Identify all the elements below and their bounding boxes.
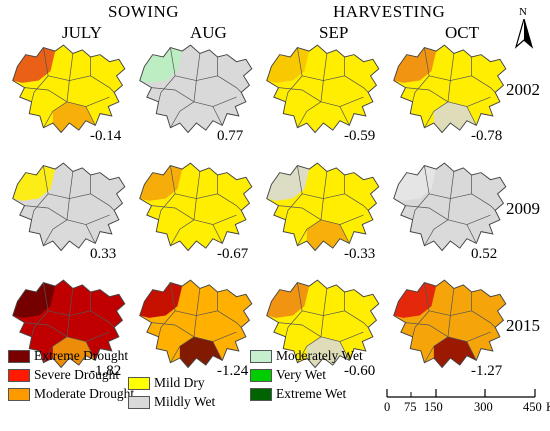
month-header-aug: AUG bbox=[190, 23, 227, 42]
index-value-2015-july: -1.82 bbox=[90, 363, 122, 379]
map-panel-2009-aug bbox=[139, 162, 253, 252]
index-value-2009-aug: -0.67 bbox=[217, 246, 249, 262]
legend-label-moderately-wet: Moderately Wet bbox=[276, 348, 363, 363]
map-panel-2015-july bbox=[12, 279, 126, 369]
year-label-2002: 2002 bbox=[506, 80, 540, 99]
index-value-2002-july: -0.14 bbox=[90, 128, 122, 144]
scale-bar: 0 75 150 300 450 Km bbox=[384, 387, 550, 423]
season-header-harvesting: HARVESTING bbox=[333, 2, 446, 21]
month-header-sep: SEP bbox=[319, 23, 349, 42]
legend-label-extreme-wet: Extreme Wet bbox=[276, 386, 347, 401]
map-panel-2002-sep bbox=[266, 44, 380, 134]
legend-swatch-moderate-drought bbox=[8, 388, 30, 401]
scale-tick-450: 450 bbox=[523, 400, 542, 414]
year-label-2009: 2009 bbox=[506, 199, 540, 218]
index-value-2015-oct: -1.27 bbox=[471, 363, 503, 379]
legend-swatch-moderately-wet bbox=[250, 350, 272, 363]
legend-swatch-very-wet bbox=[250, 369, 272, 382]
map-panel-2015-aug bbox=[139, 279, 253, 369]
index-value-2009-sep: -0.33 bbox=[344, 246, 376, 262]
map-panel-2002-july bbox=[12, 44, 126, 134]
legend-swatch-mild-dry bbox=[128, 377, 150, 390]
month-header-oct: OCT bbox=[445, 23, 479, 42]
index-value-2009-oct: 0.52 bbox=[471, 246, 498, 262]
map-panel-2002-aug bbox=[139, 44, 253, 134]
legend-label-very-wet: Very Wet bbox=[276, 367, 327, 382]
scale-tick-150: 150 bbox=[424, 400, 443, 414]
north-arrow-icon: N bbox=[512, 6, 536, 49]
year-label-2015: 2015 bbox=[506, 316, 540, 335]
index-value-2009-july: 0.33 bbox=[90, 246, 117, 262]
legend-label-mild-dry: Mild Dry bbox=[154, 375, 205, 390]
legend-label-severe-drought: Severe Drought bbox=[34, 367, 120, 382]
legend-swatch-mildly-wet bbox=[128, 396, 150, 409]
scale-unit: Km bbox=[546, 400, 550, 415]
legend-label-mildly-wet: Mildly Wet bbox=[154, 394, 216, 409]
legend-swatch-severe-drought bbox=[8, 369, 30, 382]
scale-tick-75: 75 bbox=[404, 400, 417, 414]
month-header-july: JULY bbox=[62, 23, 102, 42]
scale-tick-300: 300 bbox=[474, 400, 493, 414]
map-panel-2009-oct bbox=[393, 162, 507, 252]
map-panel-2015-sep bbox=[266, 279, 380, 369]
index-value-2002-sep: -0.59 bbox=[344, 128, 376, 144]
map-panel-2009-sep bbox=[266, 162, 380, 252]
legend-label-moderate-drought: Moderate Drought bbox=[34, 386, 135, 401]
index-value-2015-aug: -1.24 bbox=[217, 363, 249, 379]
legend-swatch-extreme-wet bbox=[250, 388, 272, 401]
legend-swatch-extreme-drought bbox=[8, 350, 30, 363]
season-header-sowing: SOWING bbox=[108, 2, 179, 21]
index-value-2015-sep: -0.60 bbox=[344, 363, 376, 379]
legend-label-extreme-drought: Extreme Drought bbox=[34, 348, 129, 363]
index-value-2002-aug: 0.77 bbox=[217, 128, 244, 144]
north-label: N bbox=[519, 6, 527, 18]
index-value-2002-oct: -0.78 bbox=[471, 128, 503, 144]
scale-tick-0: 0 bbox=[384, 400, 391, 414]
map-panel-2009-july bbox=[12, 162, 126, 252]
map-panel-2015-oct bbox=[393, 279, 507, 369]
map-panel-2002-oct bbox=[393, 44, 507, 134]
